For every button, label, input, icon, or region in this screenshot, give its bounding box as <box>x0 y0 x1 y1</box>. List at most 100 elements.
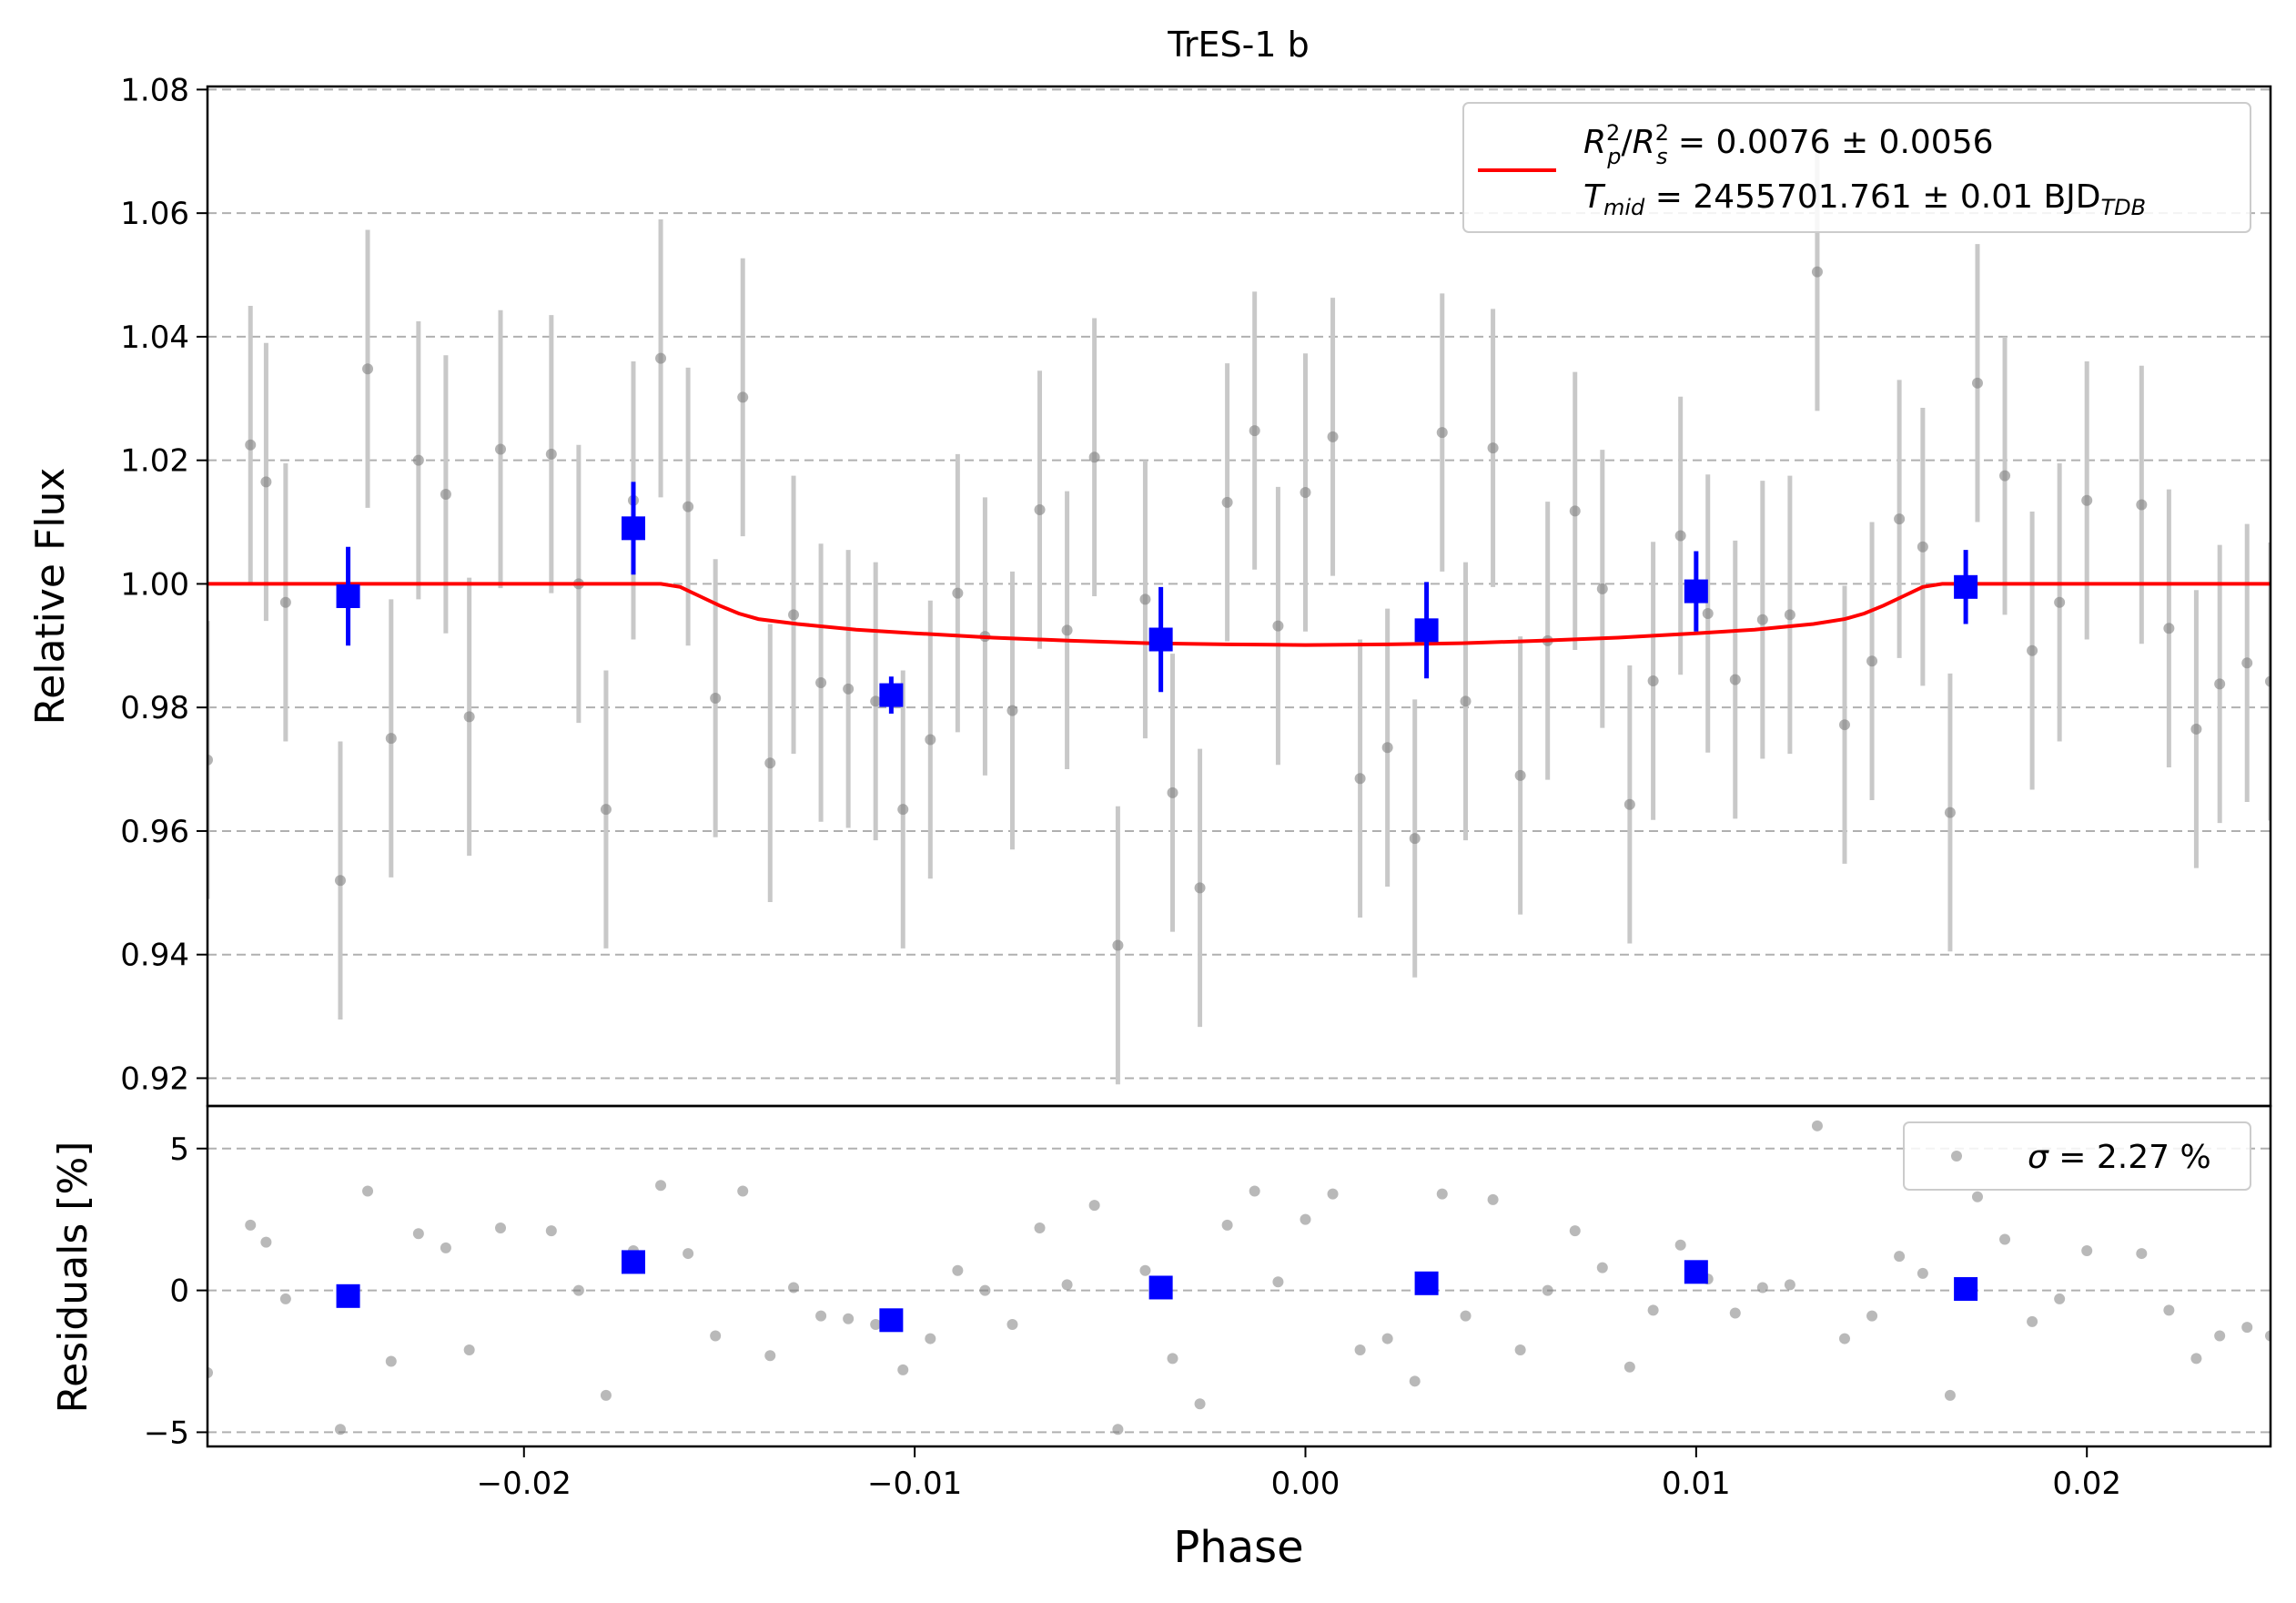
raw-point <box>1300 486 1311 498</box>
legend-entry-radius-ratio: R2 p/R2 s = 0.0076 ± 0.0056 <box>1583 120 1994 169</box>
raw-residual-point <box>870 1318 882 1330</box>
xtick-label: 0.02 <box>2052 1466 2121 1502</box>
raw-point <box>710 693 722 704</box>
binned-residual-point <box>1684 1260 1708 1284</box>
raw-residual-point <box>2241 1322 2253 1334</box>
raw-residual-point <box>572 1284 584 1296</box>
raw-point <box>1327 431 1339 442</box>
raw-point <box>1006 705 1018 716</box>
raw-point <box>815 677 827 689</box>
raw-point <box>1167 786 1178 798</box>
raw-point <box>2190 723 2202 735</box>
raw-residual-point <box>1088 1200 1100 1212</box>
bottom-ytick-label: −5 <box>144 1415 189 1451</box>
binned-point <box>621 516 645 541</box>
binned-residual-point <box>879 1308 904 1333</box>
raw-point <box>1381 742 1393 754</box>
xtick-label: −0.02 <box>477 1466 571 1502</box>
raw-point <box>1487 442 1499 454</box>
raw-point <box>279 596 291 608</box>
raw-point <box>2081 494 2093 506</box>
binned-residual-point <box>621 1250 645 1274</box>
raw-point <box>1596 583 1608 594</box>
raw-point <box>2241 657 2253 669</box>
raw-residual-point <box>1194 1398 1206 1410</box>
raw-residual-point <box>1300 1213 1311 1225</box>
raw-point <box>843 683 855 695</box>
top-y-label: Relative Flux <box>27 468 74 725</box>
raw-residual-point <box>260 1236 272 1248</box>
binned-point <box>1954 574 1978 599</box>
raw-residual-point <box>245 1219 257 1231</box>
raw-point <box>1112 939 1124 951</box>
raw-residual-point <box>2163 1304 2175 1316</box>
raw-point <box>2265 675 2271 687</box>
top-ytick-label: 1.00 <box>120 566 189 603</box>
raw-point <box>925 734 936 746</box>
raw-point <box>1866 655 1878 667</box>
raw-residual-point <box>1811 1120 1823 1131</box>
residual-legend-sigma: σ = 2.27 % <box>2028 1139 2211 1176</box>
top-ytick-label: 0.96 <box>120 814 189 850</box>
xtick-label: −0.01 <box>867 1466 962 1502</box>
raw-point <box>683 501 694 512</box>
raw-residual-point <box>737 1185 749 1197</box>
raw-residual-point <box>1784 1279 1795 1291</box>
raw-residual-point <box>362 1185 374 1197</box>
raw-residual-point <box>1569 1225 1581 1237</box>
raw-point <box>1647 675 1659 686</box>
raw-residual-point <box>1006 1318 1018 1330</box>
raw-residual-point <box>1487 1193 1499 1205</box>
raw-residual-point <box>1272 1276 1284 1288</box>
raw-flux-points <box>207 132 2271 1085</box>
binned-residual-point <box>1148 1275 1173 1300</box>
raw-residual-point <box>1460 1310 1472 1322</box>
raw-point <box>1674 530 1686 542</box>
raw-point <box>1784 609 1795 621</box>
x-ticks: −0.02 −0.01 0.00 0.01 0.02 <box>477 1446 2121 1502</box>
binned-residual-point <box>1954 1277 1978 1302</box>
raw-point <box>1034 503 1046 515</box>
raw-residual-point <box>788 1282 800 1294</box>
raw-point <box>1354 773 1366 785</box>
x-axis-label: Phase <box>1173 1522 1303 1573</box>
raw-point <box>245 439 257 451</box>
raw-residual-point <box>1839 1333 1851 1344</box>
raw-point <box>1139 594 1151 605</box>
raw-residual-point <box>952 1264 964 1276</box>
raw-point <box>2054 596 2066 608</box>
raw-point <box>495 443 507 455</box>
raw-residual-point <box>897 1364 909 1375</box>
raw-point <box>2136 499 2148 511</box>
raw-residual-point <box>463 1344 475 1356</box>
model-curve <box>207 582 2271 647</box>
raw-point <box>385 733 397 745</box>
raw-point <box>1194 882 1206 894</box>
raw-residual-point <box>440 1242 451 1253</box>
raw-residual-point <box>1971 1191 1983 1202</box>
binned-flux-points <box>336 482 1978 714</box>
raw-residual-point <box>1917 1267 1928 1279</box>
raw-point <box>788 609 800 621</box>
raw-point <box>897 804 909 816</box>
binned-point <box>879 683 904 707</box>
raw-point <box>1917 541 1928 553</box>
raw-residual-point <box>925 1333 936 1344</box>
raw-residual-point <box>207 1366 213 1378</box>
bottom-ytick-label: 0 <box>169 1273 189 1310</box>
raw-residual-point <box>1436 1188 1448 1200</box>
raw-residual-point <box>334 1424 346 1436</box>
raw-point <box>362 363 374 375</box>
raw-residual-point <box>979 1284 991 1296</box>
raw-residual-point <box>545 1225 557 1237</box>
residual-legend-marker <box>1951 1151 1962 1162</box>
raw-residual-point <box>1409 1375 1421 1387</box>
raw-point <box>2163 623 2175 634</box>
raw-residual-point <box>1596 1262 1608 1273</box>
raw-point <box>2214 678 2226 690</box>
top-ytick-label: 1.06 <box>120 196 189 232</box>
raw-residual-point <box>1249 1185 1260 1197</box>
raw-point <box>1971 377 1983 389</box>
raw-point <box>2027 644 2038 656</box>
raw-residual-point <box>1647 1304 1659 1316</box>
